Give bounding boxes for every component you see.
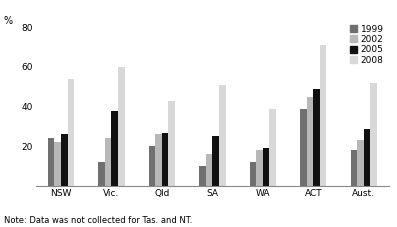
Bar (270, 109, 276, 186)
Bar (149, 146, 155, 186)
Bar (98, 162, 105, 186)
Bar (48, 138, 54, 186)
Bar (168, 101, 175, 186)
Bar (206, 154, 212, 186)
Bar (320, 45, 326, 186)
Bar (250, 162, 256, 186)
Bar (54, 143, 61, 186)
Bar (212, 136, 219, 186)
Text: %: % (4, 16, 13, 26)
Bar (162, 133, 168, 186)
Bar (351, 150, 357, 186)
Bar (307, 97, 313, 186)
Bar (112, 111, 118, 186)
Legend: 1999, 2002, 2005, 2008: 1999, 2002, 2005, 2008 (349, 24, 385, 66)
Text: Note: Data was not collected for Tas. and NT.: Note: Data was not collected for Tas. an… (4, 216, 192, 225)
Bar (118, 67, 125, 186)
Bar (370, 83, 377, 186)
Bar (357, 141, 364, 186)
Bar (256, 150, 263, 186)
Bar (300, 109, 307, 186)
Bar (67, 79, 74, 186)
Bar (263, 148, 270, 186)
Bar (364, 128, 370, 186)
Bar (105, 138, 112, 186)
Bar (155, 134, 162, 186)
Bar (313, 89, 320, 186)
Bar (219, 85, 225, 186)
Bar (61, 134, 67, 186)
Bar (199, 166, 206, 186)
